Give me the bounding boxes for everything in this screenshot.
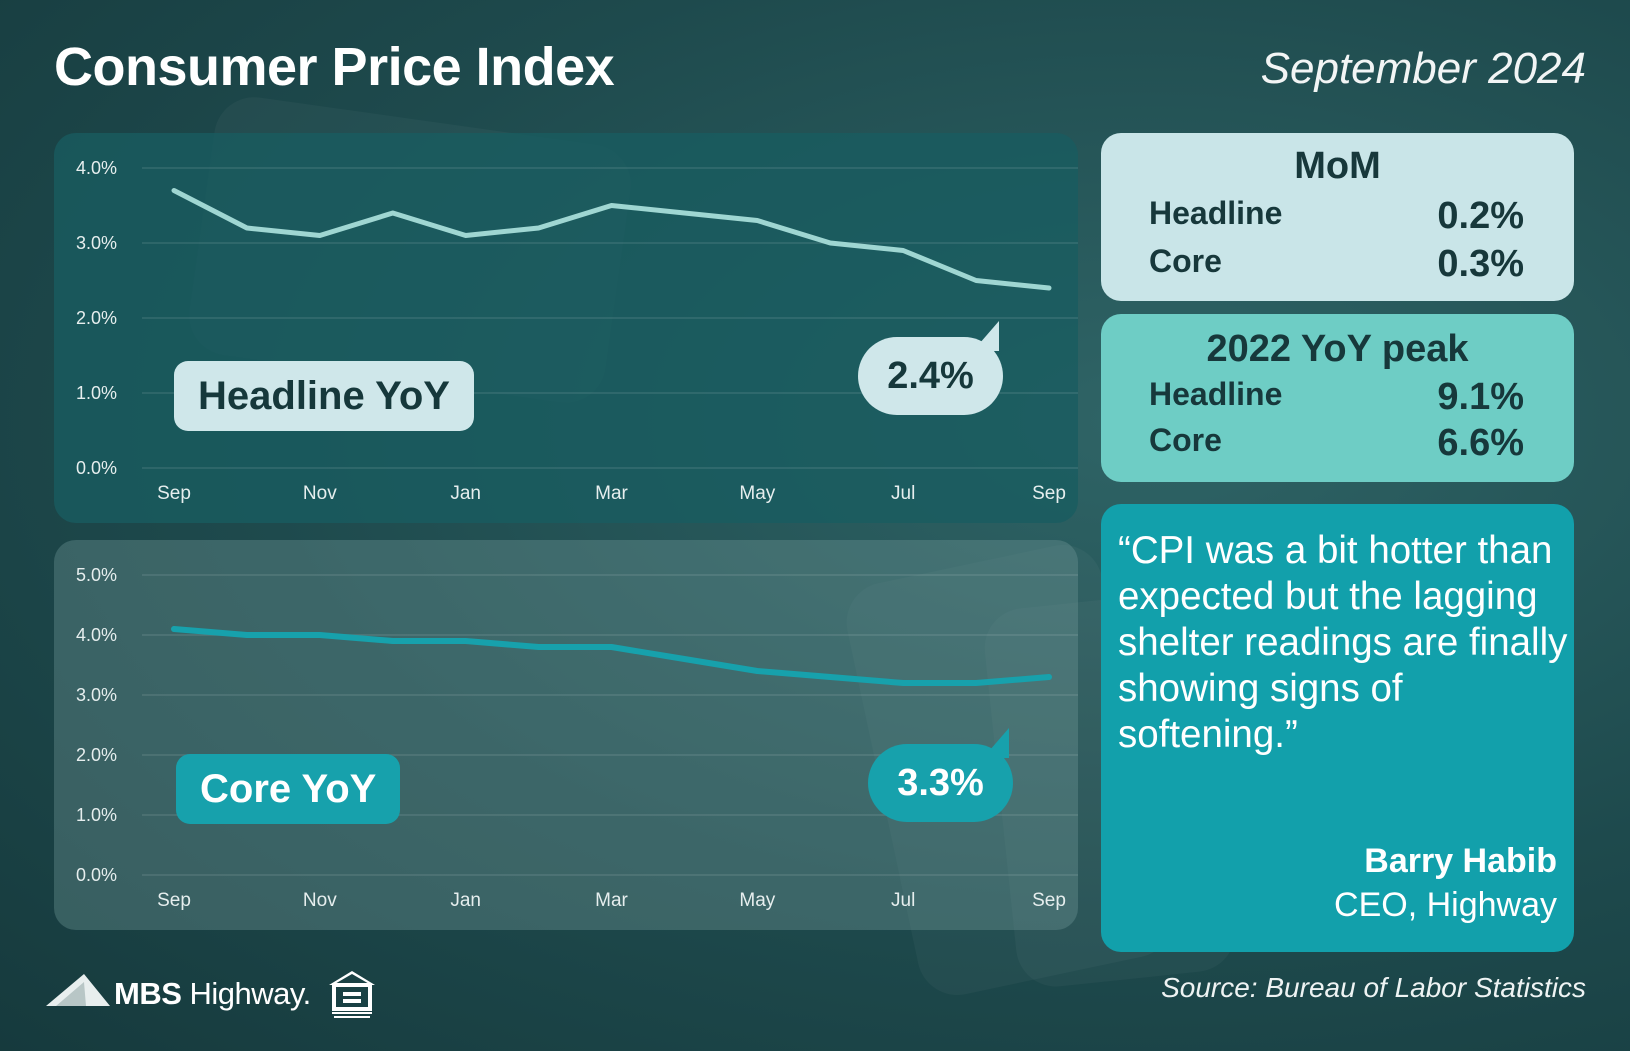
peak-headline-label: Headline (1149, 376, 1283, 412)
logo-wordmark: MBS Highway. (114, 976, 311, 1012)
core-data-point (901, 681, 905, 685)
peak-core-label: Core (1149, 422, 1222, 458)
x-tick-label: Mar (595, 890, 628, 911)
headline-yoy-label: Headline YoY (174, 361, 474, 431)
equal-housing-opportunity-icon (329, 971, 375, 1018)
y-tick-label: 3.0% (76, 233, 117, 253)
quote-text: “CPI was a bit hotter than expected but … (1118, 529, 1568, 756)
page-title: Consumer Price Index (54, 37, 615, 97)
core-data-point (464, 639, 468, 643)
callout-tail (973, 321, 999, 351)
x-tick-label: Nov (303, 890, 337, 911)
x-tick-label: May (739, 890, 775, 911)
core-data-point (1047, 675, 1051, 679)
quote-card: “CPI was a bit hotter than expected but … (1101, 504, 1574, 952)
mom-core-row: Core 0.3% (1149, 243, 1524, 287)
core-chart-panel: 0.0% 1.0% 2.0% 3.0% 4.0% 5.0% Sep Nov Jan Mar May J… (54, 540, 1078, 930)
x-tick-label: Sep (157, 483, 191, 504)
mom-headline-row: Headline 0.2% (1149, 195, 1524, 239)
core-callout-bubble: 3.3% (868, 728, 1013, 822)
mountain-icon (46, 974, 110, 1006)
peak-headline-value: 9.1% (1437, 376, 1524, 418)
quote-author-role: CEO, Highway (1334, 886, 1557, 924)
y-tick-label: 2.0% (76, 745, 117, 765)
x-tick-label: Sep (157, 890, 191, 911)
core-data-point (172, 627, 176, 631)
yoy-peak-title: 2022 YoY peak (1206, 328, 1469, 370)
x-tick-label: Jan (450, 890, 481, 911)
x-tick-label: Mar (595, 483, 628, 504)
core-yoy-label: Core YoY (176, 754, 401, 824)
headline-data-point (391, 211, 395, 215)
peak-core-value: 6.6% (1437, 422, 1524, 464)
y-tick-label: 0.0% (76, 865, 117, 885)
peak-core-row: Core 6.6% (1149, 422, 1524, 466)
y-tick-label: 4.0% (76, 158, 117, 178)
y-tick-label: 5.0% (76, 565, 117, 585)
headline-data-point (318, 234, 322, 238)
core-data-point (755, 669, 759, 673)
quote-author-name: Barry Habib (1364, 842, 1557, 880)
core-yoy-chart: 0.0% 1.0% 2.0% 3.0% 4.0% 5.0% Sep Nov Jan Mar May J… (76, 565, 1078, 911)
core-data-point (828, 675, 832, 679)
headline-data-point (1047, 286, 1051, 290)
x-tick-label: May (739, 483, 775, 504)
x-tick-label: Sep (1032, 890, 1066, 911)
headline-data-point (464, 234, 468, 238)
mom-core-value: 0.3% (1437, 243, 1524, 285)
core-data-point (318, 633, 322, 637)
headline-chart-panel: 0.0% 1.0% 2.0% 3.0% 4.0% Sep Nov Jan Mar May Jul Se… (54, 133, 1078, 523)
mom-core-label: Core (1149, 243, 1222, 279)
headline-data-point (682, 211, 686, 215)
headline-data-point (610, 204, 614, 208)
y-tick-label: 2.0% (76, 308, 117, 328)
x-tick-label: Jan (450, 483, 481, 504)
core-data-point (610, 645, 614, 649)
peak-headline-row: Headline 9.1% (1149, 376, 1524, 420)
headline-data-point (172, 189, 176, 193)
x-tick-label: Nov (303, 483, 337, 504)
headline-data-point (828, 241, 832, 245)
core-data-point (537, 645, 541, 649)
y-tick-label: 3.0% (76, 685, 117, 705)
mom-card: MoM Headline 0.2% Core 0.3% (1101, 133, 1574, 301)
y-tick-label: 1.0% (76, 383, 117, 403)
data-source: Source: Bureau of Labor Statistics (1161, 972, 1586, 1003)
report-date: September 2024 (1260, 44, 1586, 93)
logo-bold-text: MBS (114, 976, 182, 1011)
mom-title: MoM (1294, 145, 1381, 187)
mom-headline-label: Headline (1149, 195, 1283, 231)
y-tick-label: 0.0% (76, 458, 117, 478)
headline-data-point (537, 226, 541, 230)
x-tick-label: Sep (1032, 483, 1066, 504)
callout-tail (983, 728, 1009, 758)
headline-series-line (171, 188, 1052, 291)
headline-callout-value: 2.4% (887, 355, 974, 397)
headline-data-point (245, 226, 249, 230)
y-tick-label: 4.0% (76, 625, 117, 645)
headline-data-point (755, 219, 759, 223)
x-tick-label: Jul (891, 890, 915, 911)
headline-callout-bubble: 2.4% (858, 321, 1003, 415)
core-data-point (391, 639, 395, 643)
x-tick-label: Jul (891, 483, 915, 504)
core-data-point (245, 633, 249, 637)
core-series-line (171, 626, 1052, 686)
core-callout-value: 3.3% (897, 762, 984, 804)
headline-data-point (901, 249, 905, 253)
headline-data-point (974, 279, 978, 283)
core-data-point (974, 681, 978, 685)
headline-yoy-chart: 0.0% 1.0% 2.0% 3.0% 4.0% Sep Nov Jan Mar May Jul Se… (76, 158, 1078, 504)
logo-regular-text: Highway. (181, 976, 312, 1011)
mom-headline-value: 0.2% (1437, 195, 1524, 237)
core-data-point (682, 657, 686, 661)
yoy-peak-card: 2022 YoY peak Headline 9.1% Core 6.6% (1101, 314, 1574, 482)
y-tick-label: 1.0% (76, 805, 117, 825)
